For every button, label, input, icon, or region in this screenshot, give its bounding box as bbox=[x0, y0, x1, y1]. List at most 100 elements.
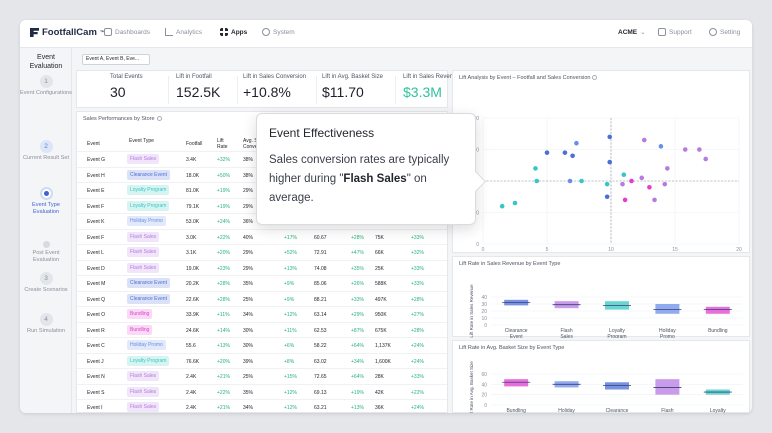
x-category-label: Flash bbox=[560, 328, 572, 334]
table-row[interactable]: Event J Loyalty Program 76.6K +20% 39% +8% 63.… bbox=[77, 352, 447, 369]
table-cell: 950K bbox=[375, 312, 387, 318]
table-cell: 60.67 bbox=[314, 234, 327, 241]
scatter-plot-area: 01020304005101520Lift Rate in Sales Conv… bbox=[473, 116, 742, 253]
scatter-point[interactable] bbox=[641, 137, 647, 143]
kpi-label: Lift in Avg. Basket Size bbox=[322, 74, 383, 80]
scatter-point[interactable] bbox=[652, 197, 657, 203]
scatter-point[interactable] bbox=[703, 156, 709, 162]
scatter-point[interactable] bbox=[604, 194, 610, 200]
column-header-event[interactable]: Event bbox=[87, 141, 100, 147]
table-cell: Event I bbox=[87, 405, 103, 411]
event-filter-select[interactable]: Event A, Event B, Eve... bbox=[82, 54, 150, 65]
sidebar-title: Event Evaluation bbox=[29, 54, 63, 70]
table-cell: 29% bbox=[243, 203, 254, 210]
table-row[interactable]: Event N Flash Sales 2.4K +21% 25% +15% 72.65 +6… bbox=[77, 368, 447, 384]
table-cell: 88.21 bbox=[314, 296, 327, 303]
kpi-label: Lift in Sales Conversion bbox=[243, 74, 307, 80]
nav-dashboards[interactable]: Dashboards bbox=[104, 28, 150, 36]
scatter-point[interactable] bbox=[647, 185, 652, 190]
scatter-point[interactable] bbox=[622, 197, 628, 203]
scatter-point[interactable] bbox=[533, 166, 538, 171]
scatter-point[interactable] bbox=[574, 140, 579, 146]
x-category-label: Clearance bbox=[505, 328, 528, 334]
scatter-point[interactable] bbox=[621, 172, 627, 177]
table-row[interactable]: Event I Flash Sales 2.4K +21% 34% +12% 63.21 +1… bbox=[77, 399, 447, 412]
table-row[interactable]: Event F Flash Sales 3.0K +22% 40% +17% 60.67 +2… bbox=[77, 228, 447, 245]
box-bar[interactable] bbox=[504, 379, 529, 387]
scatter-point[interactable] bbox=[620, 181, 625, 187]
table-cell: 19.0K bbox=[186, 265, 200, 272]
scatter-point[interactable] bbox=[697, 147, 702, 152]
basket-size-lift-chart: Lift Rate in Avg. Basket Size by Event T… bbox=[452, 340, 750, 413]
table-row[interactable]: Event S Flash Sales 2.4K +22% 35% +12% 69.13 +1… bbox=[77, 383, 447, 400]
box-bar[interactable] bbox=[705, 306, 730, 314]
column-header-footfall[interactable]: Footfall bbox=[186, 141, 203, 147]
scatter-point[interactable] bbox=[579, 178, 584, 184]
scatter-point[interactable] bbox=[604, 181, 610, 187]
table-cell: +24% bbox=[411, 343, 424, 349]
table-row[interactable]: Event M Clearance Event 20.2K +28% 35% +9% 85.… bbox=[77, 275, 447, 291]
scatter-point[interactable] bbox=[570, 153, 575, 159]
nav-apps[interactable]: Apps bbox=[220, 28, 247, 36]
table-cell: +64% bbox=[351, 343, 364, 349]
table-cell: 39% bbox=[243, 358, 254, 365]
table-row[interactable]: Event L Flash Sales 3.1K +20% 29% +52% 72.91 +4… bbox=[77, 244, 447, 260]
table-cell: +87% bbox=[351, 327, 364, 334]
table-cell: +28% bbox=[411, 327, 424, 334]
scatter-point[interactable] bbox=[499, 203, 505, 209]
scatter-point[interactable] bbox=[682, 147, 688, 152]
column-header-event-type[interactable]: Event Type bbox=[129, 138, 154, 144]
scatter-point[interactable] bbox=[544, 150, 550, 155]
box-bar[interactable] bbox=[605, 382, 629, 390]
column-header-avg-sales-conversion[interactable]: Avg. S Conve bbox=[243, 138, 258, 150]
step-create-scenarios[interactable]: 3 Create Scenarios bbox=[20, 272, 72, 294]
table-cell: +12% bbox=[284, 312, 297, 318]
scatter-point[interactable] bbox=[607, 134, 613, 140]
step-event-configurations[interactable]: 1 Event Configurations bbox=[20, 75, 72, 97]
table-cell: +15% bbox=[284, 374, 297, 380]
y-tick-label: 40 bbox=[473, 116, 479, 122]
nav-system[interactable]: System bbox=[262, 28, 295, 36]
table-row[interactable]: Event Q Clearance Event 22.6K +28% 25% +9% 88.… bbox=[77, 290, 447, 307]
scatter-point[interactable] bbox=[665, 166, 670, 171]
scatter-point[interactable] bbox=[567, 178, 573, 184]
column-header-lift-rate[interactable]: Lift Rate bbox=[217, 138, 228, 150]
table-cell: +22% bbox=[411, 389, 424, 396]
table-cell: 2.4K bbox=[186, 389, 197, 396]
support-link[interactable]: Support bbox=[658, 28, 692, 36]
scatter-point[interactable] bbox=[629, 178, 634, 184]
brand-logo[interactable]: FootfallCam ™ bbox=[30, 27, 105, 38]
table-row[interactable]: Event O Bundling 33.9K +11% 34% +12% 63.14 +29%… bbox=[77, 306, 447, 322]
table-row[interactable]: Event R Bundling 24.6K +14% 30% +11% 62.53 +87%… bbox=[77, 321, 447, 338]
table-cell: +14% bbox=[217, 327, 230, 334]
table-cell: 34% bbox=[243, 312, 254, 318]
kpi-label: Total Events bbox=[110, 74, 143, 80]
setting-link[interactable]: Setting bbox=[709, 28, 740, 36]
step-post-event-evaluation[interactable]: Post Event Evaluation bbox=[20, 238, 72, 264]
scatter-point[interactable] bbox=[512, 200, 518, 206]
scatter-point[interactable] bbox=[562, 150, 568, 155]
table-cell: +8% bbox=[284, 358, 295, 365]
table-cell: 55.6 bbox=[186, 343, 196, 349]
scatter-point[interactable] bbox=[607, 159, 613, 165]
step-event-type-evaluation[interactable]: Event Type Evaluation bbox=[20, 187, 72, 216]
box-bar[interactable] bbox=[655, 379, 680, 395]
kpi-label: Lift in Footfall bbox=[176, 74, 212, 80]
box-bar[interactable] bbox=[655, 304, 680, 314]
scatter-point[interactable] bbox=[639, 175, 645, 181]
nav-analytics[interactable]: Analytics bbox=[165, 28, 202, 36]
scatter-point[interactable] bbox=[658, 144, 664, 149]
table-row[interactable]: Event C Holiday Promo 55.6 +13% 30% +6% 58.22 +… bbox=[77, 337, 447, 353]
table-cell: 28K bbox=[375, 374, 384, 380]
account-selector[interactable]: ACME ⌄ bbox=[618, 28, 646, 36]
table-row[interactable]: Event D Flash Sales 19.0K +23% 29% +13% 74.08 +… bbox=[77, 259, 447, 276]
table-cell: 3.4K bbox=[186, 157, 197, 163]
table-cell: +33% bbox=[411, 374, 424, 380]
table-cell: Event G bbox=[87, 157, 106, 163]
table-cell: Event H bbox=[87, 172, 105, 179]
step-run-simulation[interactable]: 4 Run Simulation bbox=[20, 313, 72, 335]
step-current-result-set[interactable]: 2 Current Result Set bbox=[20, 140, 72, 162]
scatter-point[interactable] bbox=[534, 178, 540, 184]
scatter-point[interactable] bbox=[662, 181, 668, 187]
